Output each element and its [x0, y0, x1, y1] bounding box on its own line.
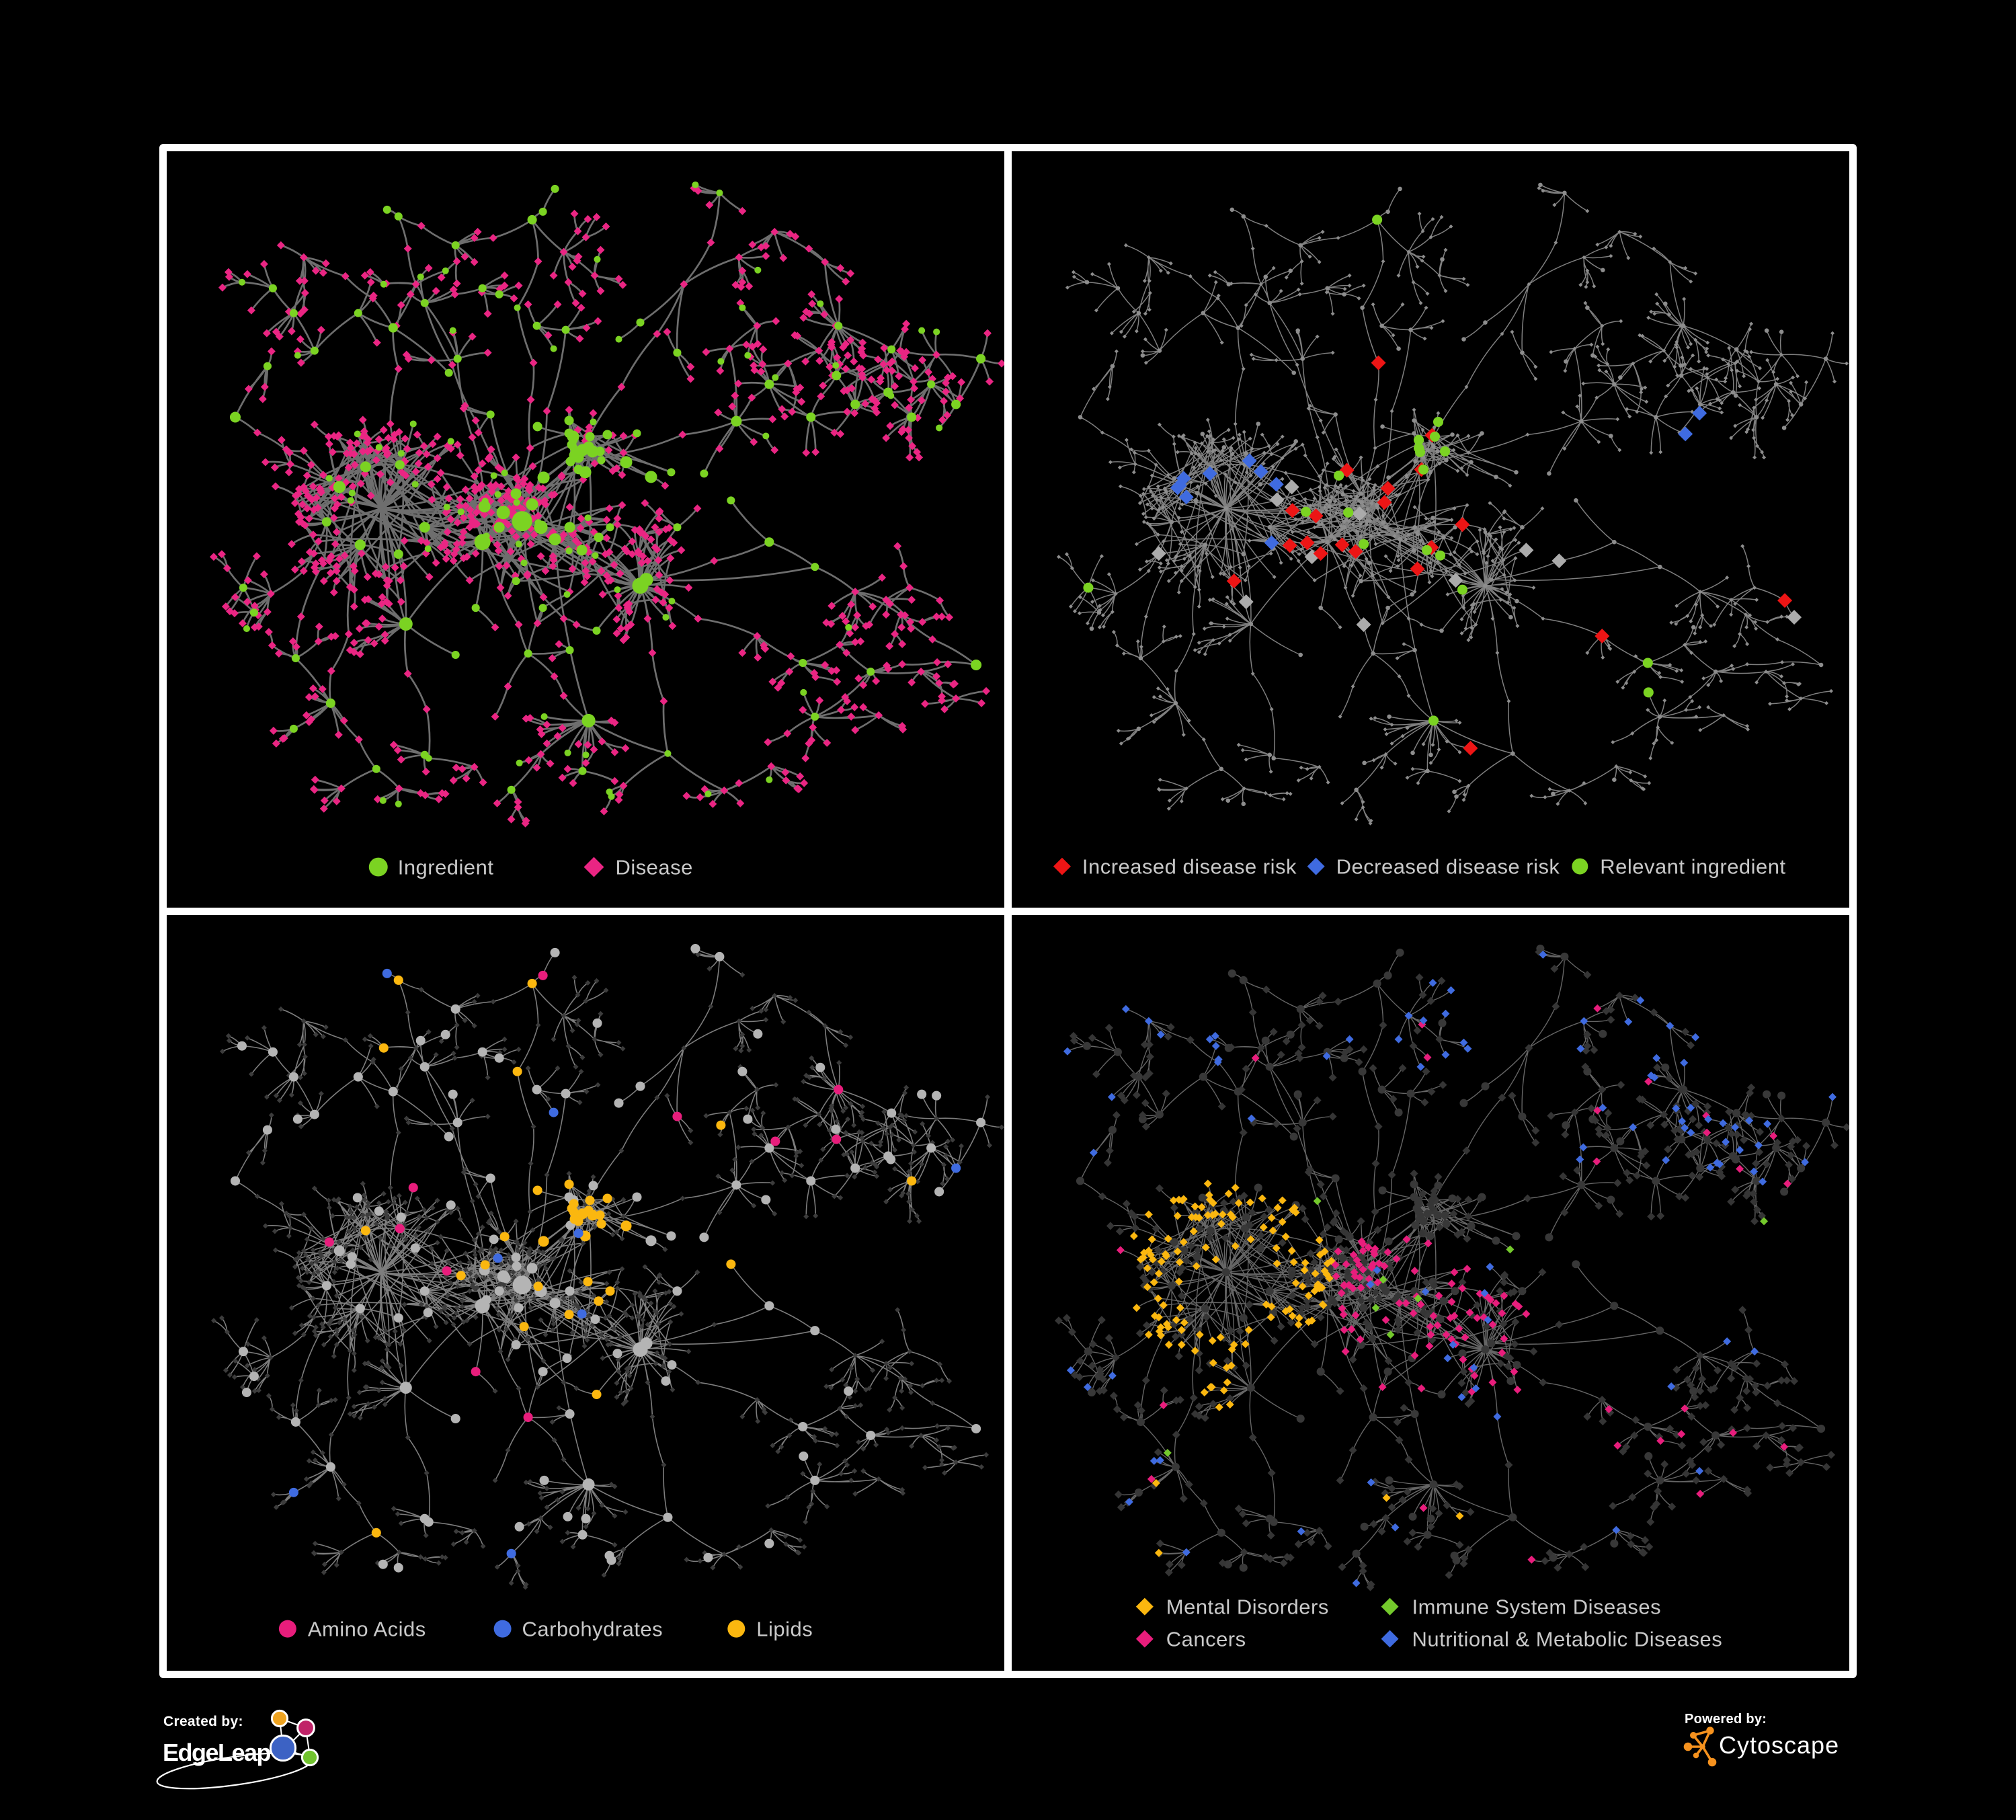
svg-text:Relevant ingredient: Relevant ingredient — [1600, 855, 1785, 879]
svg-text:Immune System Diseases: Immune System Diseases — [1412, 1595, 1662, 1618]
svg-text:Increased disease risk: Increased disease risk — [1082, 855, 1297, 879]
svg-text:Lipids: Lipids — [756, 1617, 813, 1640]
svg-text:Mental Disorders: Mental Disorders — [1166, 1595, 1329, 1618]
svg-text:Decreased disease risk: Decreased disease risk — [1336, 855, 1560, 879]
svg-text:Nutritional & Metabolic Diseas: Nutritional & Metabolic Diseases — [1412, 1627, 1723, 1651]
svg-text:Cytoscape: Cytoscape — [1719, 1731, 1839, 1759]
svg-text:Ingredient: Ingredient — [398, 856, 494, 879]
svg-text:Carbohydrates: Carbohydrates — [522, 1617, 663, 1640]
svg-text:Disease: Disease — [615, 856, 692, 879]
svg-text:Amino Acids: Amino Acids — [308, 1617, 426, 1640]
svg-text:EdgeLeap: EdgeLeap — [163, 1739, 271, 1766]
svg-text:Powered by:: Powered by: — [1685, 1712, 1767, 1727]
svg-text:Created by:: Created by: — [163, 1714, 243, 1729]
svg-text:Cancers: Cancers — [1166, 1627, 1246, 1651]
